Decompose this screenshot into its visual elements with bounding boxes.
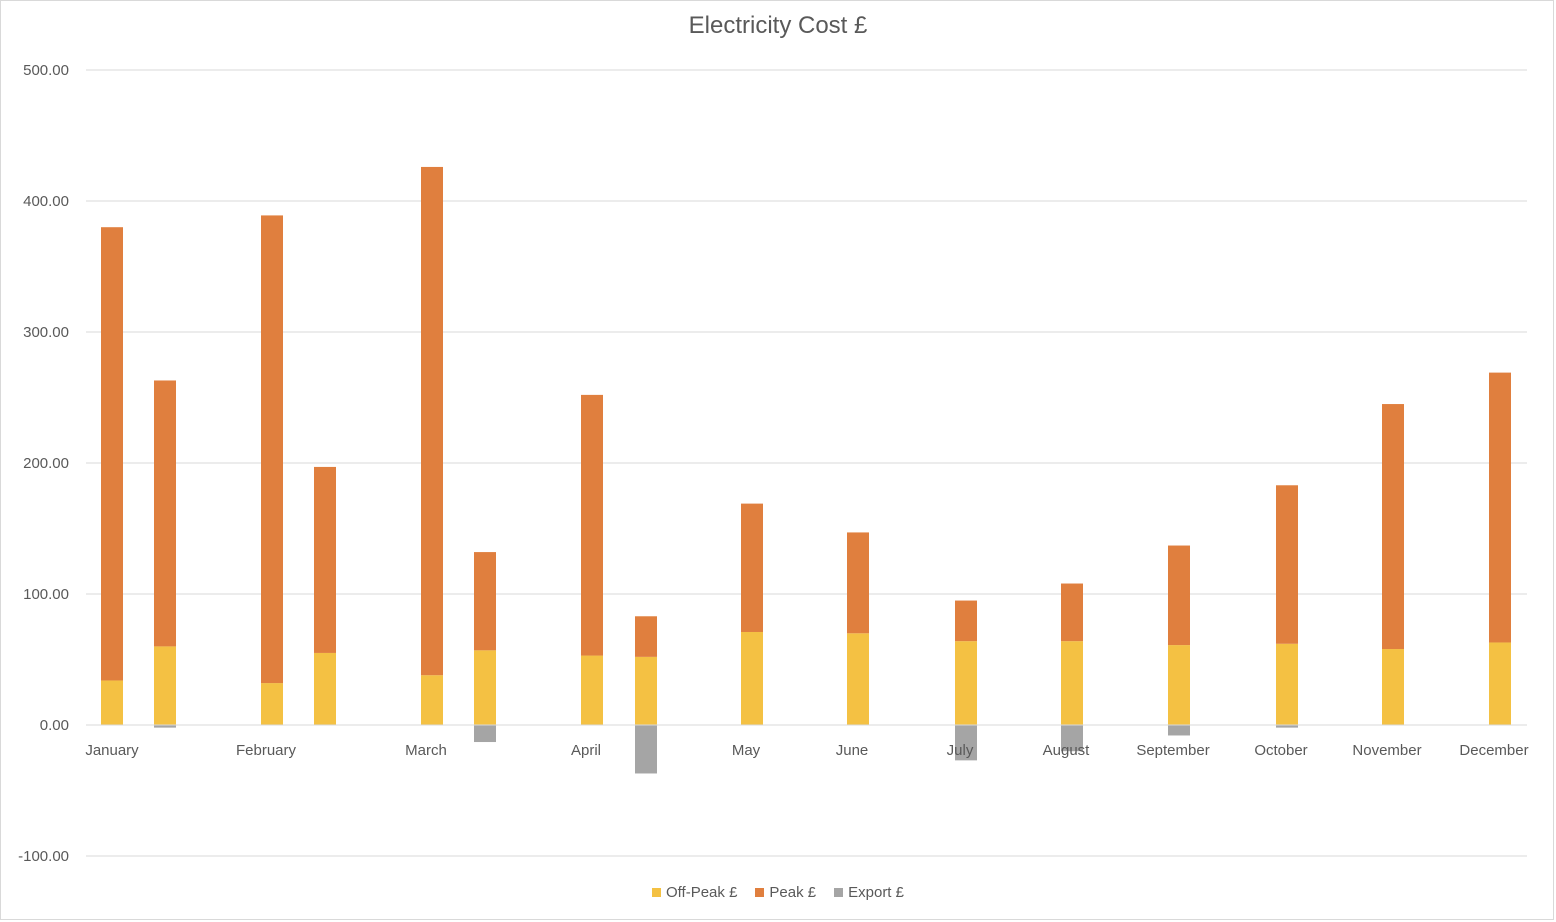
x-tick-label: August: [1043, 742, 1091, 759]
bar-export: [635, 725, 657, 774]
y-tick-label: 300.00: [23, 324, 69, 341]
legend-item-offpeak: Off-Peak £: [651, 884, 738, 901]
x-tick-label: April: [571, 742, 601, 759]
bar-peak: [847, 532, 869, 634]
bar-peak: [421, 166, 443, 676]
bar-offpeak: [1382, 649, 1404, 725]
x-tick-label: March: [405, 742, 447, 759]
bar-export: [474, 725, 496, 743]
bar-peak: [314, 466, 336, 653]
x-tick-label: November: [1352, 742, 1421, 759]
bar-export: [1276, 725, 1298, 728]
bar-offpeak: [847, 633, 869, 725]
bar-export: [1168, 725, 1190, 736]
x-tick-label: January: [85, 742, 139, 759]
bar-peak: [101, 227, 123, 681]
bar-offpeak: [635, 656, 657, 725]
bar-peak: [741, 503, 763, 632]
bar-export: [955, 725, 977, 761]
bar-offpeak: [261, 683, 283, 725]
y-tick-label: 200.00: [23, 455, 69, 472]
x-tick-label: July: [947, 742, 974, 759]
bar-offpeak: [1061, 641, 1083, 725]
bar-peak: [1489, 372, 1511, 643]
bar-offpeak: [741, 631, 763, 725]
bar-offpeak: [581, 655, 603, 725]
legend-item-export: Export £: [834, 884, 904, 901]
bar-peak: [154, 380, 176, 647]
bar-peak: [635, 616, 657, 657]
bar-offpeak: [101, 680, 123, 725]
bar-peak: [261, 215, 283, 684]
bar-offpeak: [474, 650, 496, 725]
bar-offpeak: [154, 646, 176, 725]
legend-label-export: Export £: [848, 884, 904, 901]
y-tick-label: -100.00: [18, 848, 69, 865]
y-tick-label: 500.00: [23, 62, 69, 79]
legend-label-offpeak: Off-Peak £: [665, 884, 738, 901]
x-tick-label: May: [732, 742, 761, 759]
chart-legend: Off-Peak £ Peak £ Export £: [0, 884, 1556, 901]
legend-swatch-offpeak: [651, 888, 661, 897]
legend-swatch-peak: [755, 888, 765, 897]
legend-item-peak: Peak £: [755, 884, 816, 901]
legend-swatch-export: [834, 888, 844, 897]
y-tick-label: 400.00: [23, 193, 69, 210]
legend-label-peak: Peak £: [769, 884, 817, 901]
x-tick-label: September: [1136, 742, 1209, 759]
bar-peak: [1061, 583, 1083, 642]
bar-peak: [581, 394, 603, 656]
bar-peak: [1382, 404, 1404, 650]
chart-title: Electricity Cost £: [688, 12, 868, 39]
x-tick-label: December: [1459, 742, 1528, 759]
bar-offpeak: [314, 652, 336, 725]
y-tick-label: 100.00: [23, 586, 69, 603]
x-tick-label: February: [236, 742, 297, 759]
bar-export: [1061, 725, 1083, 752]
bar-peak: [955, 600, 977, 642]
bar-peak: [1276, 485, 1298, 644]
bar-export: [154, 725, 176, 728]
bar-offpeak: [1276, 643, 1298, 725]
y-tick-label: 0.00: [40, 717, 69, 734]
bar-offpeak: [955, 641, 977, 725]
x-tick-label: October: [1254, 742, 1307, 759]
bar-offpeak: [1168, 645, 1190, 725]
bar-offpeak: [421, 675, 443, 725]
x-tick-label: June: [836, 742, 869, 759]
bar-peak: [1168, 545, 1190, 646]
bar-offpeak: [1489, 642, 1511, 725]
bar-peak: [474, 552, 496, 651]
